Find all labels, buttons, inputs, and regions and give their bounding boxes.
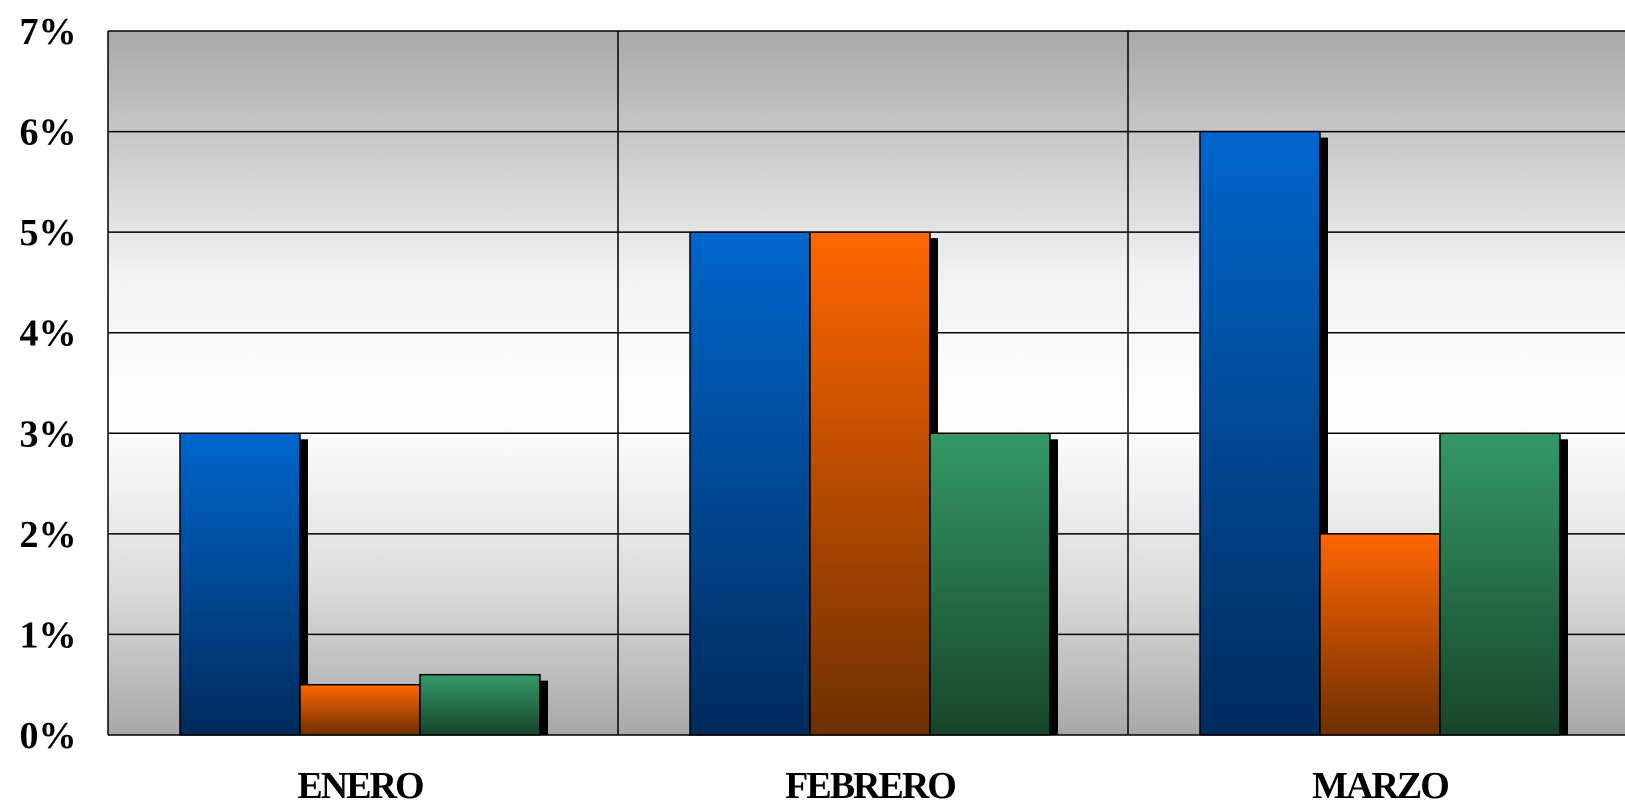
y-tick-label: 4% [20, 313, 77, 355]
bar-marzo-series-2 [1319, 533, 1441, 736]
y-tick-label: 3% [20, 413, 77, 455]
y-tick-label: 2% [20, 514, 77, 556]
y-tick-label: 5% [20, 212, 77, 254]
x-tick-label: MARZO [1312, 765, 1448, 804]
x-tick-label: FEBRERO [785, 765, 955, 804]
bar-febrero-series-2 [809, 231, 931, 736]
x-tick-label: ENERO [297, 765, 423, 804]
bar-febrero-series-3 [929, 432, 1051, 736]
bar-marzo-series-3 [1439, 432, 1561, 736]
y-tick-label: 6% [20, 112, 77, 154]
y-axis-ticks: 0% 1% 2% 3% 4% 5% 6% 7% [20, 11, 77, 757]
y-tick-label: 1% [20, 614, 77, 656]
bar-enero-series-2 [299, 683, 421, 736]
bar-marzo-series-1 [1199, 130, 1321, 736]
bars [179, 130, 1568, 736]
bar-enero-series-1 [179, 432, 301, 736]
y-tick-label: 7% [20, 11, 77, 53]
x-axis-ticks: ENERO FEBRERO MARZO [297, 765, 1450, 804]
bar-febrero-series-1 [689, 231, 811, 736]
bar-enero-series-3 [419, 673, 541, 736]
y-tick-label: 0% [20, 715, 77, 757]
